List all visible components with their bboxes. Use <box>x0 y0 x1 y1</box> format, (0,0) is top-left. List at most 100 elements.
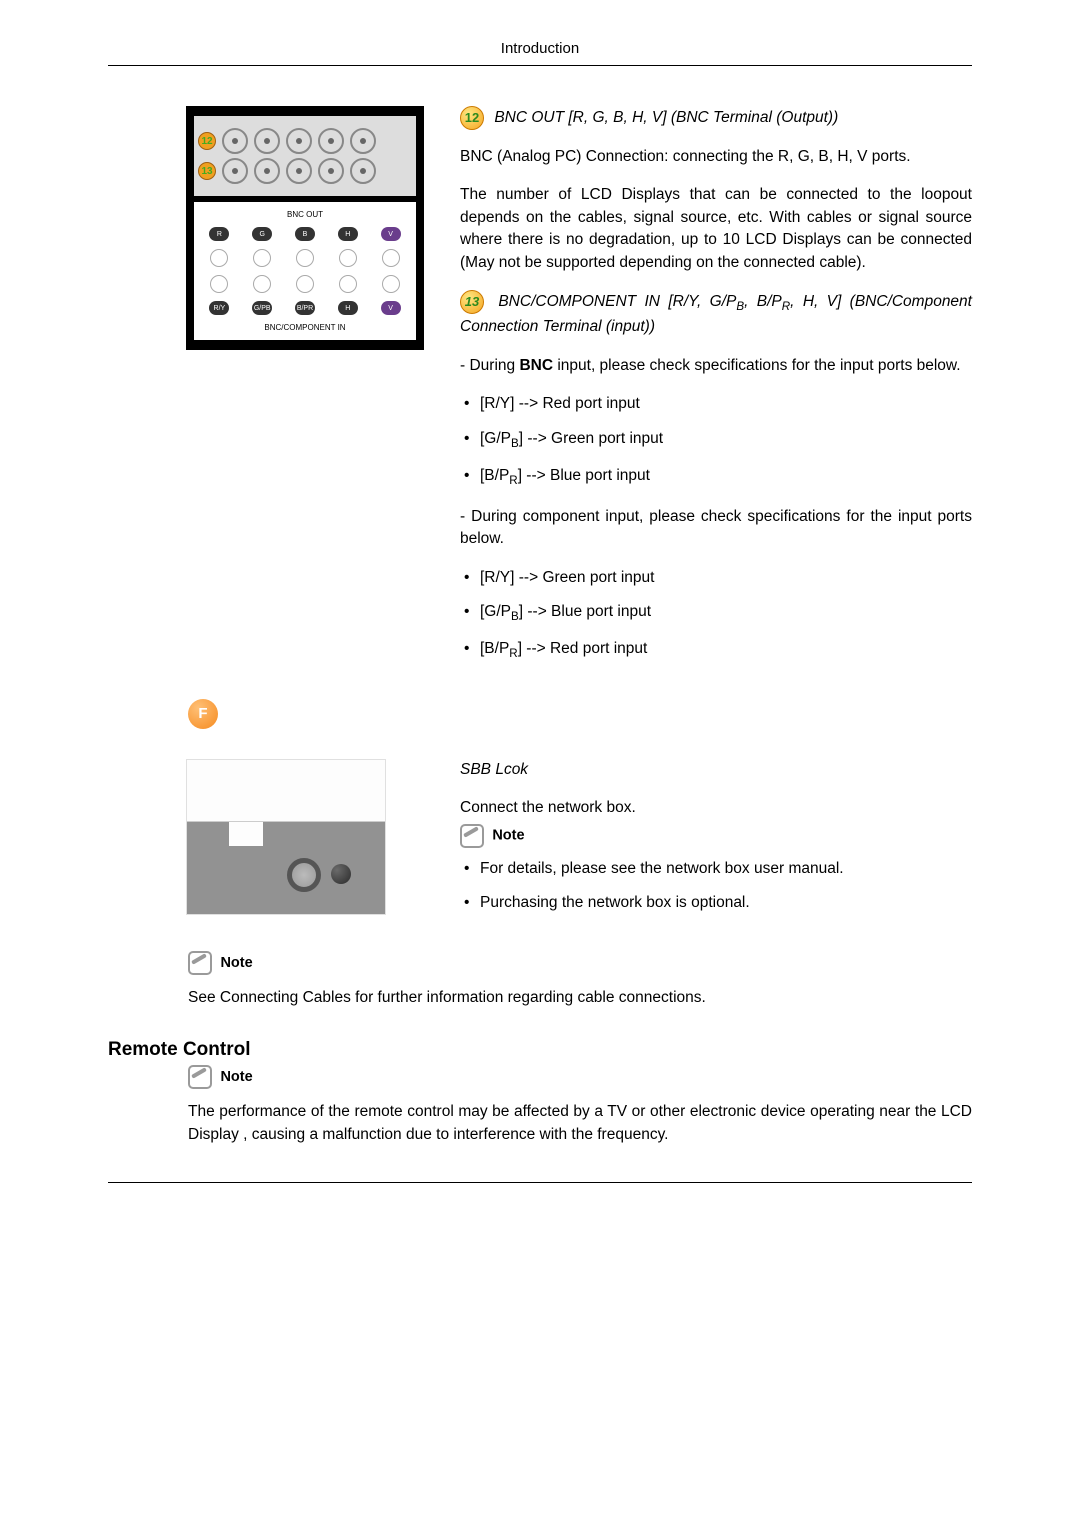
port-circle <box>222 128 248 154</box>
port-circle <box>318 158 344 184</box>
bottom-note-block: Note <box>188 951 972 975</box>
diagram-badge-12: 12 <box>198 132 216 150</box>
mini-port <box>253 275 271 293</box>
mini-port <box>382 275 400 293</box>
list-item: [B/PR] --> Blue port input <box>460 465 972 490</box>
remote-note-text: The performance of the remote control ma… <box>188 1101 972 1146</box>
list-item: [R/Y] --> Red port input <box>460 393 972 415</box>
note-icon <box>460 824 484 848</box>
component-list: [R/Y] --> Green port input [G/PB] --> Bl… <box>460 567 972 663</box>
section-12-title: 12 BNC OUT [R, G, B, H, V] (BNC Terminal… <box>460 106 972 130</box>
li-text: ] --> Blue port input <box>519 603 651 620</box>
mini-label: H <box>338 227 358 241</box>
badge-13-icon: 13 <box>460 290 484 314</box>
list-item: [R/Y] --> Green port input <box>460 567 972 589</box>
mini-label: B <box>295 227 315 241</box>
bnc-diagram: 12 13 BNC OUT <box>186 106 424 350</box>
bnc-in-label: BNC/COMPONENT IN <box>198 323 412 332</box>
mini-label: B/PR <box>295 301 315 315</box>
li-text: [B/P <box>480 640 509 657</box>
sbb-row: SBB Lcok Connect the network box. Note F… <box>108 759 972 931</box>
section-12-para1: BNC (Analog PC) Connection: connecting t… <box>460 146 972 168</box>
list-item: [B/PR] --> Red port input <box>460 638 972 663</box>
port-circle <box>318 128 344 154</box>
bnc-list: [R/Y] --> Red port input [G/PB] --> Gree… <box>460 393 972 489</box>
mini-label: V <box>381 227 401 241</box>
list-item: For details, please see the network box … <box>460 858 972 880</box>
mini-port <box>296 249 314 267</box>
port-circle <box>350 158 376 184</box>
port-circle <box>254 128 280 154</box>
remote-control-heading: Remote Control <box>108 1039 972 1061</box>
mini-port <box>210 249 228 267</box>
sbb-title: SBB Lcok <box>460 759 972 781</box>
sbb-para1: Connect the network box. <box>460 797 972 819</box>
mini-label: H <box>338 301 358 315</box>
section-13-title-p2: , B/P <box>744 293 782 310</box>
li-text: [R/Y] --> Red port input <box>480 395 640 412</box>
note-icon <box>188 951 212 975</box>
mini-label: R/Y <box>209 301 229 315</box>
sub: B <box>736 301 744 314</box>
port-circle <box>222 158 248 184</box>
diagram-column: 12 13 BNC OUT <box>108 106 424 679</box>
sub: B <box>511 437 519 450</box>
sub: B <box>511 610 519 623</box>
port-row-13: 13 <box>198 158 412 184</box>
bnc-intro-pre: - During <box>460 357 519 374</box>
li-text: [G/P <box>480 603 511 620</box>
sub: R <box>509 647 517 660</box>
sbb-dot <box>331 864 351 884</box>
li-text: [G/P <box>480 430 511 447</box>
note-icon <box>188 1065 212 1089</box>
circles-row-1 <box>198 249 412 267</box>
diagram-row: 12 13 BNC OUT <box>108 106 972 679</box>
mini-label: V <box>381 301 401 315</box>
header-title: Introduction <box>501 40 579 57</box>
bnc-intro-post: input, please check specifications for t… <box>553 357 961 374</box>
li-text: [B/P <box>480 467 509 484</box>
sub: R <box>782 301 790 314</box>
diagram-bottom-panel: BNC OUT R G B H V <box>194 202 416 340</box>
bnc-out-label: BNC OUT <box>198 210 412 219</box>
mini-port <box>253 249 271 267</box>
section-12-title-text: BNC OUT [R, G, B, H, V] (BNC Terminal (O… <box>494 109 838 126</box>
sbb-image-column <box>108 759 424 931</box>
port-row-12: 12 <box>198 128 412 154</box>
mini-label: G <box>252 227 272 241</box>
mini-label: G/PB <box>252 301 272 315</box>
footer-divider <box>108 1182 972 1183</box>
diagram-badge-13: 13 <box>198 162 216 180</box>
port-circle <box>350 128 376 154</box>
bnc-input-intro: - During BNC input, please check specifi… <box>460 355 972 377</box>
labels-top-row: R G B H V <box>198 227 412 241</box>
note-label: Note <box>220 1069 252 1085</box>
note-label: Note <box>492 827 524 843</box>
section-13-title: 13 BNC/COMPONENT IN [R/Y, G/PB, B/PR, H,… <box>460 290 972 339</box>
sbb-plate <box>187 822 385 914</box>
remote-note-block: Note <box>188 1065 972 1089</box>
page-header: Introduction <box>108 40 972 66</box>
sbb-text-column: SBB Lcok Connect the network box. Note F… <box>460 759 972 931</box>
list-item: [G/PB] --> Green port input <box>460 428 972 453</box>
mini-port <box>210 275 228 293</box>
mini-port <box>382 249 400 267</box>
li-text: ] --> Red port input <box>518 640 648 657</box>
sbb-list: For details, please see the network box … <box>460 858 972 915</box>
mini-port <box>296 275 314 293</box>
mini-port <box>339 249 357 267</box>
port-circle <box>286 128 312 154</box>
labels-bottom-row: R/Y G/PB B/PR H V <box>198 301 412 315</box>
mini-label: R <box>209 227 229 241</box>
port-circle <box>254 158 280 184</box>
component-input-intro: - During component input, please check s… <box>460 506 972 551</box>
note-label: Note <box>220 955 252 971</box>
li-text: [R/Y] --> Green port input <box>480 569 654 586</box>
mini-port <box>339 275 357 293</box>
sub: R <box>509 474 517 487</box>
sbb-ring <box>287 858 321 892</box>
li-text: ] --> Blue port input <box>518 467 650 484</box>
list-item: [G/PB] --> Blue port input <box>460 601 972 626</box>
text-column: 12 BNC OUT [R, G, B, H, V] (BNC Terminal… <box>460 106 972 679</box>
diagram-top-panel: 12 13 <box>194 116 416 196</box>
